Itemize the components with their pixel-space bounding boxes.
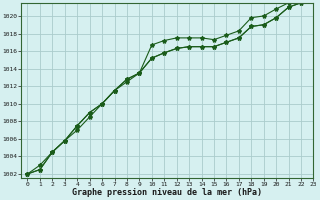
X-axis label: Graphe pression niveau de la mer (hPa): Graphe pression niveau de la mer (hPa) [72,188,262,197]
